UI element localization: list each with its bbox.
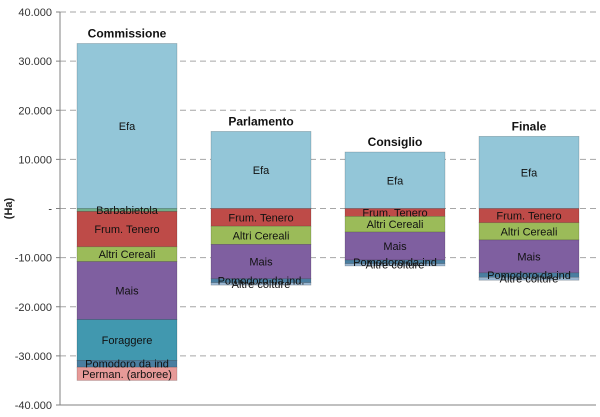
bar-segment: [210, 131, 312, 209]
bar-segment: [344, 263, 446, 267]
segment-label: Mais: [517, 251, 541, 263]
segment-label: Perman. (arboree): [82, 369, 172, 381]
segment-label: Mais: [115, 286, 139, 298]
segment-label: Efa: [119, 121, 136, 133]
y-tick-label: -30.000: [15, 351, 52, 363]
segment-label: Altri Cereali: [233, 230, 290, 242]
segment-label: Barbabietola: [96, 205, 159, 217]
bar-segment: [478, 276, 580, 281]
segment-label: Mais: [249, 257, 273, 269]
segment-label: Frum. Tenero: [94, 224, 159, 236]
segment-label: Altre colture: [500, 274, 559, 286]
bar-segment: [76, 261, 178, 320]
y-tick-label: -10.000: [15, 253, 52, 265]
y-tick-label: -40.000: [15, 400, 52, 412]
segment-label: Altri Cereali: [501, 226, 558, 238]
bar-segment: [76, 211, 178, 248]
segment-label: Pomodoro da ind.: [218, 276, 305, 288]
segment-label: Altre colture: [366, 260, 425, 272]
bar-title: Finale: [512, 119, 547, 133]
segment-label: Foraggere: [102, 335, 153, 347]
segment-label: Frum. Tenero: [362, 207, 427, 219]
segment-label: Pomodoro da ind: [85, 359, 169, 371]
segment-label: Altri Cereali: [367, 219, 424, 231]
bar-title: Consiglio: [368, 135, 423, 149]
segment-label: Mais: [383, 241, 407, 253]
bar-segment: [210, 282, 312, 286]
y-tick-label: -: [48, 204, 52, 216]
segment-label: Efa: [387, 175, 404, 187]
segment-label: Frum. Tenero: [496, 211, 561, 223]
segment-label: Altri Cereali: [99, 249, 156, 261]
bar-segment: [344, 151, 446, 209]
bar-segment: [478, 239, 580, 274]
segment-label: Pomodoro da ind: [487, 270, 571, 282]
bar-segment: [76, 319, 178, 361]
bar-segment: [210, 244, 312, 280]
y-tick-label: 10.000: [18, 154, 52, 166]
y-axis: 40.000 30.000 20.000 10.000 - -10.000 -20.000 -…: [3, 7, 596, 412]
y-tick-label: -20.000: [15, 302, 52, 314]
segment-label: Frum. Tenero: [228, 212, 293, 224]
segment-label: Efa: [253, 165, 270, 177]
bar-title: Parlamento: [228, 114, 293, 128]
y-tick-label: 30.000: [18, 56, 52, 68]
y-tick-label: 20.000: [18, 105, 52, 117]
segment-label: Efa: [521, 167, 538, 179]
bar-segment: [76, 366, 178, 381]
bars: [76, 43, 580, 381]
bar-title: Commissione: [88, 26, 167, 40]
bar-segment: [478, 135, 580, 209]
y-tick-label: 40.000: [18, 7, 52, 19]
segment-label: Altre colture: [232, 279, 291, 291]
y-axis-label: (Ha): [3, 197, 15, 219]
segment-label: Pomodoro da ind: [353, 257, 437, 269]
